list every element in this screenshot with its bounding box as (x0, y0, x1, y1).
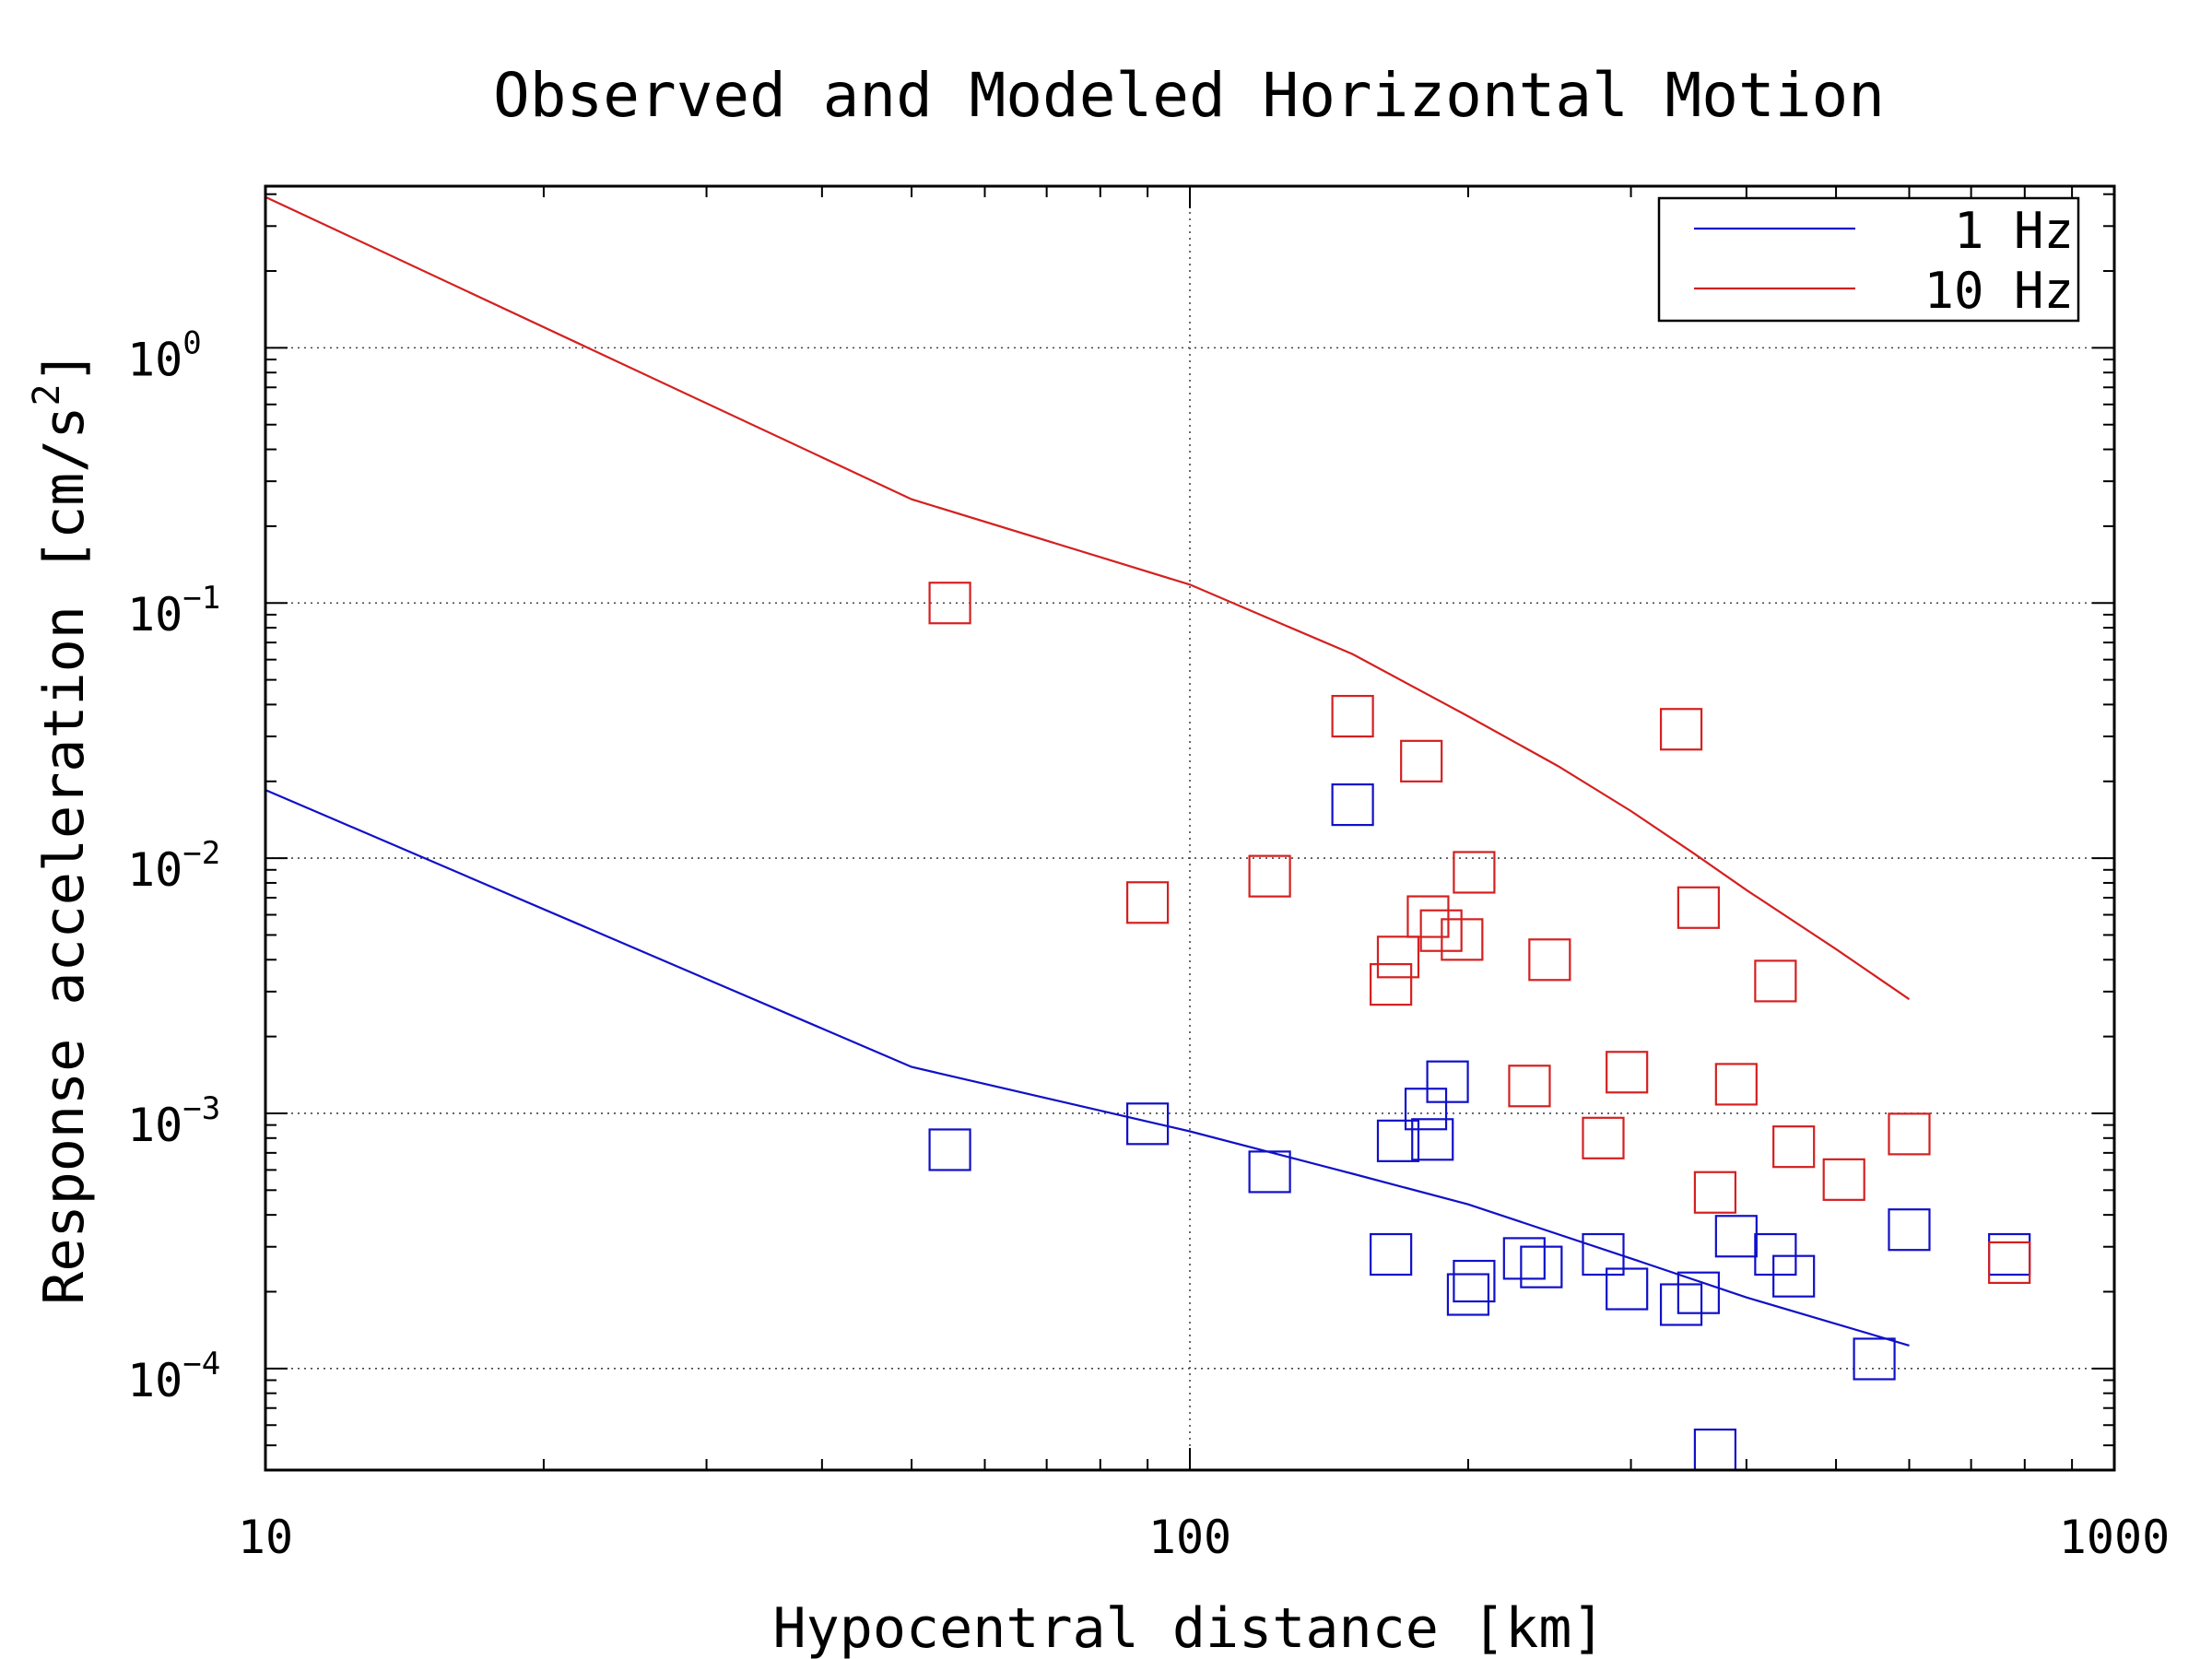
observed-point-1hz (1411, 1118, 1454, 1161)
observed-point-10hz (1714, 1063, 1758, 1106)
observed-point-10hz (1693, 1171, 1737, 1214)
y-tick-exponent: −1 (182, 580, 220, 617)
x-axis-label: Hypocentral distance [km] (772, 1596, 1605, 1659)
legend-label-10hz: 10 Hz (1924, 262, 2074, 320)
x-tick-label: 100 (1148, 1511, 1231, 1564)
observed-point-10hz (1754, 959, 1797, 1003)
observed-point-1hz (1331, 782, 1374, 827)
y-tick-base: 10 (127, 588, 182, 641)
observed-point-1hz (1446, 1273, 1490, 1316)
observed-point-1hz (1426, 1060, 1469, 1103)
y-tick-exponent: −3 (182, 1090, 220, 1127)
chart-title: Observed and Modeled Horizontal Motion (493, 60, 1885, 131)
observed-point-10hz (1406, 895, 1450, 938)
legend-box (1657, 196, 2080, 323)
observed-point-10hz (1582, 1116, 1625, 1159)
y-tick-base: 10 (127, 333, 182, 386)
observed-point-10hz (1376, 935, 1420, 979)
observed-point-1hz (1677, 1271, 1720, 1314)
model-line-10hz (265, 195, 1911, 1001)
y-tick-exponent: −4 (182, 1346, 220, 1382)
grid-lines (265, 186, 2114, 1470)
y-tick-label: 100 (127, 324, 202, 386)
observed-point-1hz (1754, 1232, 1797, 1277)
observed-point-1hz (1502, 1237, 1546, 1280)
observed-point-10hz (1508, 1065, 1551, 1108)
observed-point-1hz (928, 1128, 971, 1171)
x-tick-labels: 10 100 1000 (238, 1511, 2170, 1564)
observed-point-10hz (1822, 1158, 1865, 1201)
observed-point-10hz (1441, 918, 1484, 961)
observed-point-10hz (1331, 694, 1374, 738)
y-axis-label: Response acceleration [cm/s2] (26, 350, 97, 1305)
observed-point-1hz (1453, 1259, 1496, 1303)
x-tick-label: 1000 (2059, 1511, 2170, 1564)
legend-label-1hz: 1 Hz (1954, 202, 2074, 260)
observed-point-1hz (1520, 1245, 1563, 1288)
observed-point-10hz (928, 582, 971, 625)
observed-point-1hz (1126, 1102, 1170, 1146)
observed-point-10hz (1248, 854, 1291, 898)
plot-frame (264, 184, 2116, 1472)
y-axis-label-sup: 2 (26, 383, 68, 406)
y-tick-base: 10 (127, 1099, 182, 1152)
y-tick-label: 10−2 (127, 835, 220, 897)
model-line-1hz (265, 789, 1910, 1347)
y-axis-label-main: Response acceleration [cm/s (32, 406, 97, 1304)
y-tick-base: 10 (127, 1354, 182, 1407)
y-tick-base: 10 (127, 843, 182, 897)
observed-point-1hz (1888, 1208, 1931, 1252)
y-tick-label: 10−1 (127, 580, 220, 641)
observed-point-1hz (1714, 1215, 1758, 1258)
observed-point-1hz (1404, 1088, 1448, 1131)
observed-point-1hz (1370, 1232, 1413, 1277)
observed-point-10hz (1453, 851, 1496, 894)
observed-point-10hz (1126, 881, 1170, 924)
observed-point-10hz (1659, 708, 1703, 751)
observed-point-1hz (1772, 1254, 1816, 1298)
observed-point-1hz (1659, 1283, 1703, 1326)
observed-point-1hz (1582, 1232, 1625, 1277)
observed-point-1hz (1606, 1267, 1649, 1311)
observed-point-1hz (1853, 1337, 1896, 1381)
observed-point-10hz (1400, 739, 1443, 782)
y-tick-exponent: −2 (182, 835, 220, 872)
observed-point-10hz (1528, 938, 1571, 982)
observed-point-10hz (1988, 1241, 2031, 1285)
observed-point-10hz (1772, 1125, 1816, 1169)
y-axis-label-tail: ] (32, 350, 97, 383)
y-tick-exponent: 0 (182, 324, 201, 361)
observed-point-10hz (1677, 886, 1720, 929)
observed-point-1hz (1248, 1150, 1291, 1194)
observed-point-10hz (1370, 963, 1413, 1006)
observed-point-1hz (1376, 1119, 1420, 1162)
observed-point-10hz (1606, 1051, 1649, 1094)
y-tick-label: 10−3 (127, 1090, 220, 1152)
observed-point-10hz (1888, 1112, 1931, 1156)
y-tick-label: 10−4 (127, 1346, 220, 1407)
legend: 1 Hz 10 Hz (1657, 196, 2080, 323)
series-layer (265, 195, 2031, 1472)
x-tick-label: 10 (238, 1511, 293, 1564)
